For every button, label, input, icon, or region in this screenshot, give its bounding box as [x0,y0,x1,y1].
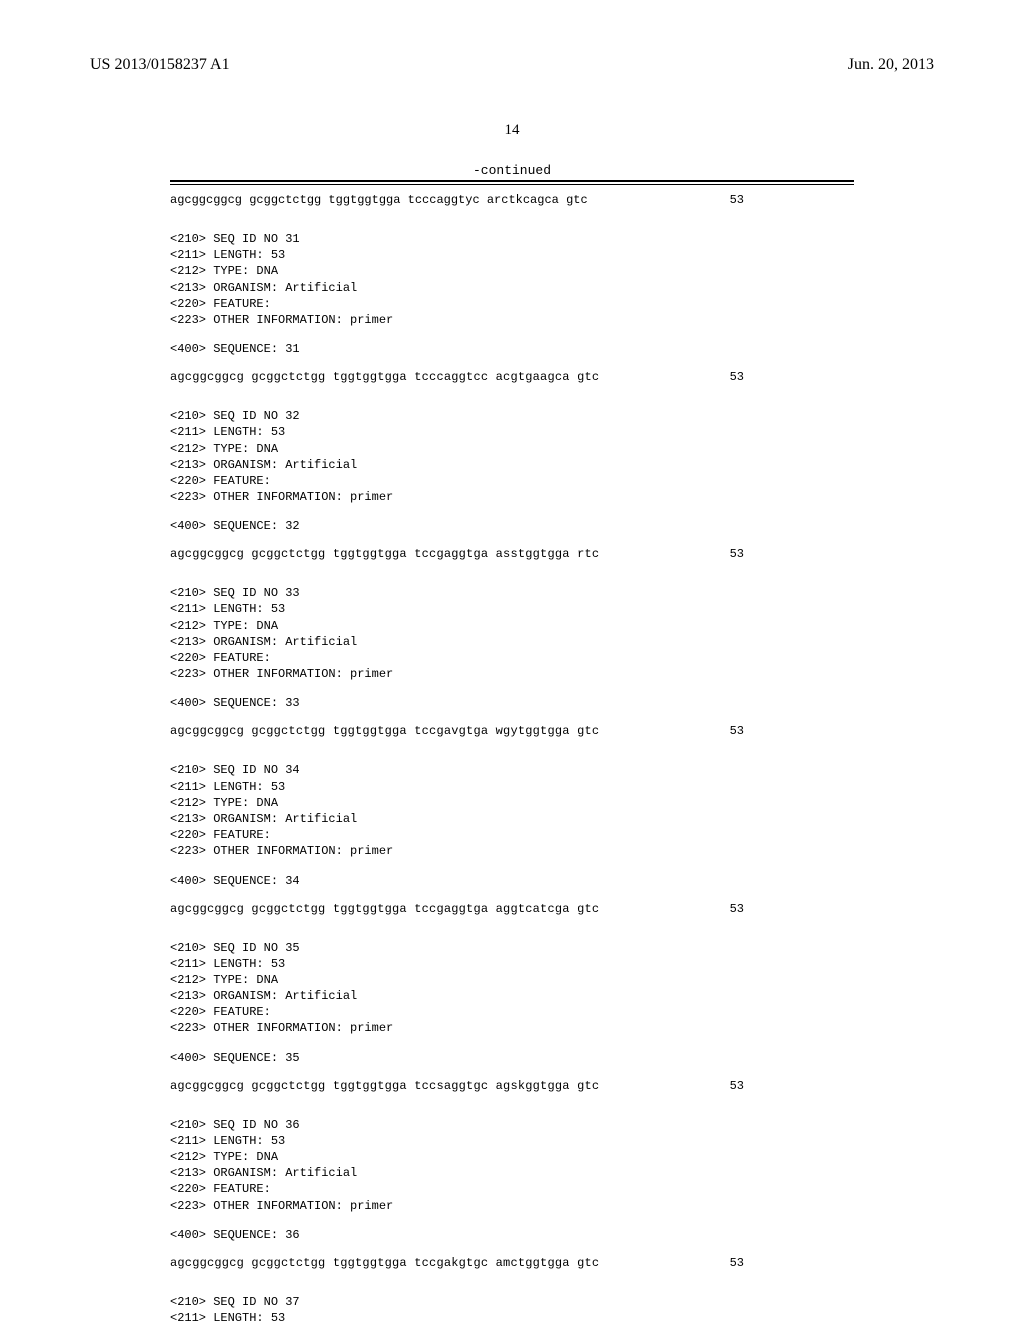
sequence-text: agcggcggcg gcggctctgg tggtggtgga tccsagg… [170,1079,599,1093]
sequence-row: agcggcggcg gcggctctgg tggtggtgga tcccagg… [170,370,854,384]
sequence-text: agcggcggcg gcggctctgg tggtggtgga tccgavg… [170,724,599,738]
sequence-row: agcggcggcg gcggctctgg tggtggtgga tccsagg… [170,1079,854,1093]
rule-top-thick [170,180,854,182]
sequence-length: 53 [730,370,854,384]
sequence-header: <400> SEQUENCE: 34 [170,874,854,888]
sequence-row: agcggcggcg gcggctctgg tggtggtgga tccgavg… [170,724,854,738]
entries-container: <210> SEQ ID NO 31 <211> LENGTH: 53 <212… [170,231,854,1270]
publication-number: US 2013/0158237 A1 [90,56,230,74]
publication-date: Jun. 20, 2013 [848,56,934,74]
sequence-meta: <210> SEQ ID NO 32 <211> LENGTH: 53 <212… [170,408,854,505]
page-number: 14 [0,122,1024,139]
sequence-header: <400> SEQUENCE: 36 [170,1228,854,1242]
sequence-length: 53 [730,724,854,738]
sequence-entry: <210> SEQ ID NO 31 <211> LENGTH: 53 <212… [170,231,854,384]
sequence-meta: <210> SEQ ID NO 34 <211> LENGTH: 53 <212… [170,762,854,859]
sequence-length: 53 [730,902,854,916]
page-header: US 2013/0158237 A1 Jun. 20, 2013 [0,0,1024,74]
sequence-text: agcggcggcg gcggctctgg tggtggtgga tcccagg… [170,193,588,207]
sequence-listing-content: -continued agcggcggcg gcggctctgg tggtggt… [0,163,1024,1326]
sequence-row: agcggcggcg gcggctctgg tggtggtgga tccgakg… [170,1256,854,1270]
sequence-header: <400> SEQUENCE: 33 [170,696,854,710]
rule-top-thin [170,184,854,185]
sequence-row: agcggcggcg gcggctctgg tggtggtgga tccgagg… [170,547,854,561]
sequence-meta: <210> SEQ ID NO 36 <211> LENGTH: 53 <212… [170,1117,854,1214]
sequence-text: agcggcggcg gcggctctgg tggtggtgga tccgakg… [170,1256,599,1270]
sequence-meta: <210> SEQ ID NO 35 <211> LENGTH: 53 <212… [170,940,854,1037]
sequence-meta: <210> SEQ ID NO 33 <211> LENGTH: 53 <212… [170,585,854,682]
sequence-entry: <210> SEQ ID NO 35 <211> LENGTH: 53 <212… [170,940,854,1093]
sequence-header: <400> SEQUENCE: 35 [170,1051,854,1065]
trailing-meta: <210> SEQ ID NO 37 <211> LENGTH: 53 [170,1294,854,1326]
continued-label: -continued [170,163,854,178]
sequence-header: <400> SEQUENCE: 32 [170,519,854,533]
sequence-row: agcggcggcg gcggctctgg tggtggtgga tcccagg… [170,193,854,207]
sequence-length: 53 [730,1079,854,1093]
sequence-text: agcggcggcg gcggctctgg tggtggtgga tcccagg… [170,370,599,384]
sequence-entry: <210> SEQ ID NO 36 <211> LENGTH: 53 <212… [170,1117,854,1270]
sequence-meta: <210> SEQ ID NO 31 <211> LENGTH: 53 <212… [170,231,854,328]
sequence-text: agcggcggcg gcggctctgg tggtggtgga tccgagg… [170,902,599,916]
sequence-text: agcggcggcg gcggctctgg tggtggtgga tccgagg… [170,547,599,561]
sequence-entry: <210> SEQ ID NO 34 <211> LENGTH: 53 <212… [170,762,854,915]
sequence-row: agcggcggcg gcggctctgg tggtggtgga tccgagg… [170,902,854,916]
sequence-length: 53 [730,547,854,561]
sequence-length: 53 [730,1256,854,1270]
sequence-entry: <210> SEQ ID NO 33 <211> LENGTH: 53 <212… [170,585,854,738]
sequence-entry: <210> SEQ ID NO 32 <211> LENGTH: 53 <212… [170,408,854,561]
sequence-header: <400> SEQUENCE: 31 [170,342,854,356]
sequence-length: 53 [730,193,854,207]
